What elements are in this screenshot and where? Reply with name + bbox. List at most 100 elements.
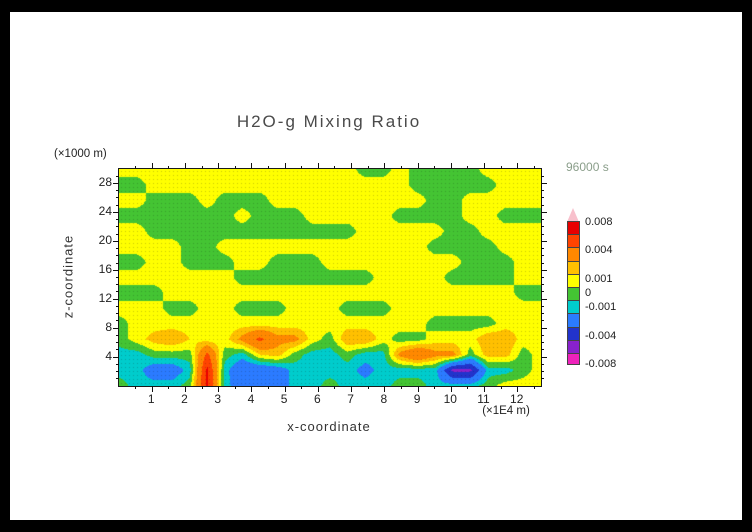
x-major-tick: [218, 386, 220, 392]
x-axis-unit-label: (×1E4 m): [482, 405, 530, 417]
x-tick-label: 7: [347, 392, 354, 406]
y-minor-tick: [116, 262, 119, 264]
x-minor-tick: [533, 386, 535, 389]
y-major-tick: [113, 211, 119, 213]
x-major-tick: [351, 386, 353, 392]
y-major-tick: [113, 182, 119, 184]
colorbar-segment: [567, 260, 580, 275]
x-minor-tick: [201, 386, 203, 389]
y-axis-unit-label: (×1000 m): [54, 148, 107, 160]
y-minor-tick: [116, 255, 119, 257]
x-minor-tick: [201, 166, 203, 169]
y-minor-tick: [116, 284, 119, 286]
x-major-tick: [284, 386, 286, 392]
y-minor-tick: [116, 291, 119, 293]
y-tick-label: 28: [98, 175, 112, 190]
y-minor-tick: [541, 342, 544, 344]
y-minor-tick: [541, 262, 544, 264]
y-tick-label: 16: [98, 262, 112, 277]
y-minor-tick: [541, 349, 544, 351]
x-major-tick: [151, 386, 153, 392]
y-major-tick: [541, 327, 547, 329]
x-major-tick: [417, 386, 419, 392]
y-minor-tick: [541, 305, 544, 307]
y-tick-label: 20: [98, 233, 112, 248]
y-minor-tick: [116, 219, 119, 221]
y-minor-tick: [541, 371, 544, 373]
colorbar-segment: [567, 286, 580, 302]
x-major-tick: [484, 386, 485, 392]
x-tick-label: 5: [280, 392, 288, 406]
y-minor-tick: [541, 248, 544, 250]
x-minor-tick: [135, 386, 137, 389]
x-major-tick: [517, 163, 519, 169]
x-tick-label: 12: [510, 392, 524, 406]
y-tick-label: 12: [98, 291, 112, 306]
x-major-tick: [517, 386, 519, 392]
y-minor-tick: [116, 197, 119, 199]
y-major-tick: [113, 240, 119, 242]
x-minor-tick: [168, 166, 170, 169]
colorbar-segment: [567, 221, 580, 236]
x-tick-label: 9: [413, 392, 421, 406]
x-major-tick: [317, 386, 319, 392]
y-tick-label: 4: [105, 349, 112, 364]
x-major-tick: [218, 163, 220, 169]
x-tick-label: 1: [147, 392, 155, 406]
y-minor-tick: [541, 378, 544, 380]
y-minor-tick: [116, 320, 119, 322]
x-minor-tick: [533, 166, 535, 169]
x-major-tick: [284, 163, 286, 169]
colorbar-tick-label: -0.004: [585, 329, 617, 342]
y-minor-tick: [116, 233, 119, 235]
y-minor-tick: [541, 219, 544, 221]
x-major-tick: [317, 163, 319, 169]
x-major-tick: [251, 163, 253, 169]
y-minor-tick: [116, 371, 119, 373]
colorbar-tick-label: 0.004: [585, 244, 613, 257]
y-minor-tick: [541, 277, 544, 278]
y-minor-tick: [116, 204, 119, 206]
contour-plot-area: [113, 163, 547, 392]
x-tick-label: 11: [477, 392, 490, 406]
y-major-tick: [541, 269, 547, 271]
x-major-tick: [384, 386, 386, 392]
colorbar-segment: [567, 247, 580, 262]
colorbar-segment: [567, 326, 580, 341]
x-minor-tick: [467, 166, 469, 169]
x-minor-tick: [500, 166, 502, 169]
y-major-tick: [541, 240, 547, 242]
y-minor-tick: [541, 320, 544, 322]
y-minor-tick: [541, 197, 544, 199]
y-minor-tick: [116, 190, 119, 192]
x-minor-tick: [500, 386, 502, 389]
y-major-tick: [113, 298, 119, 300]
y-axis-title: z-coordinate: [60, 234, 76, 319]
x-major-tick: [184, 386, 186, 392]
y-minor-tick: [116, 305, 119, 307]
x-minor-tick: [268, 386, 270, 389]
y-minor-tick: [116, 248, 119, 250]
y-minor-tick: [541, 313, 544, 315]
x-major-tick: [484, 163, 485, 169]
y-minor-tick: [541, 204, 544, 206]
colorbar-tick-label: 0: [585, 287, 592, 299]
y-minor-tick: [116, 342, 119, 344]
colorbar-bottom-cap: [567, 352, 580, 365]
y-minor-tick: [541, 334, 544, 336]
x-major-tick: [450, 163, 452, 169]
colorbar-segment: [567, 234, 580, 249]
x-minor-tick: [367, 386, 369, 389]
x-minor-tick: [434, 166, 436, 169]
y-major-tick: [541, 356, 547, 358]
y-tick-label: 24: [98, 204, 112, 219]
colorbar-segment: [567, 313, 580, 328]
x-minor-tick: [400, 386, 402, 389]
y-major-tick: [541, 298, 547, 300]
x-major-tick: [417, 163, 419, 169]
x-minor-tick: [234, 166, 236, 169]
y-minor-tick: [541, 190, 544, 192]
x-minor-tick: [334, 386, 336, 389]
y-minor-tick: [116, 334, 119, 336]
x-major-tick: [151, 163, 153, 169]
